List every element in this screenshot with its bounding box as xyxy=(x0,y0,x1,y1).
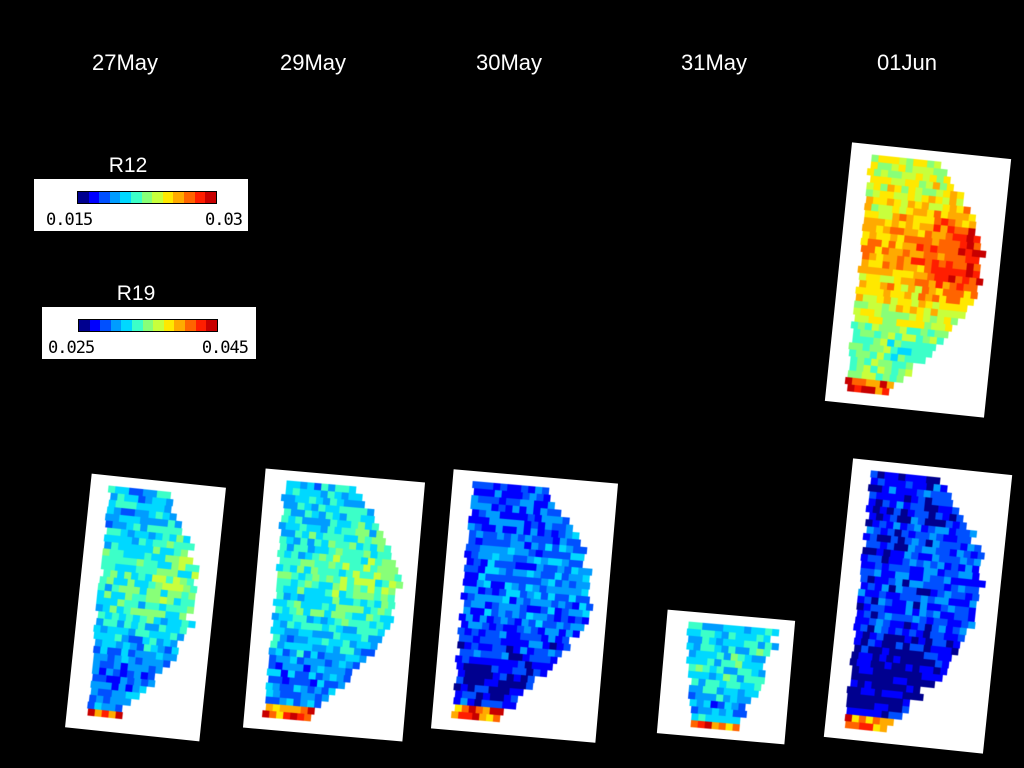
colorbar-r12: 0.015 0.03 xyxy=(34,179,248,231)
panel-30may-r19 xyxy=(430,469,618,743)
panel-01jun-r12 xyxy=(824,142,1012,418)
colorbar-r12-title: R12 xyxy=(108,154,148,177)
panel-31may-r19 xyxy=(656,609,796,745)
panel-27may-r19-heatmap xyxy=(64,473,226,741)
panel-01jun-r19 xyxy=(823,458,1013,754)
colorbar-r12-max-label: 0.03 xyxy=(205,210,243,230)
panel-01jun-r19-heatmap xyxy=(823,458,1013,754)
panel-30may-r19-heatmap xyxy=(430,469,618,743)
panel-31may-r19-heatmap xyxy=(656,609,796,745)
colorbar-r19-gradient xyxy=(78,319,218,332)
date-header-30may: 30May xyxy=(475,50,543,75)
colorbar-r12-gradient xyxy=(77,191,217,204)
date-header-01jun: 01Jun xyxy=(877,50,937,75)
date-header-27may: 27May xyxy=(91,50,159,75)
colorbar-r19-max-label: 0.045 xyxy=(201,338,249,358)
panel-29may-r19-heatmap xyxy=(242,468,426,742)
colorbar-r19: 0.025 0.045 xyxy=(42,307,256,359)
colorbar-r12-min-label: 0.015 xyxy=(46,210,93,230)
panel-01jun-r12-heatmap xyxy=(824,142,1012,418)
colorbar-r19-min-label: 0.025 xyxy=(48,338,95,358)
panel-27may-r19 xyxy=(64,473,226,741)
date-header-31may: 31May xyxy=(680,50,748,75)
colorbar-r19-title: R19 xyxy=(116,282,156,305)
panel-29may-r19 xyxy=(242,468,426,742)
date-header-29may: 29May xyxy=(279,50,347,75)
